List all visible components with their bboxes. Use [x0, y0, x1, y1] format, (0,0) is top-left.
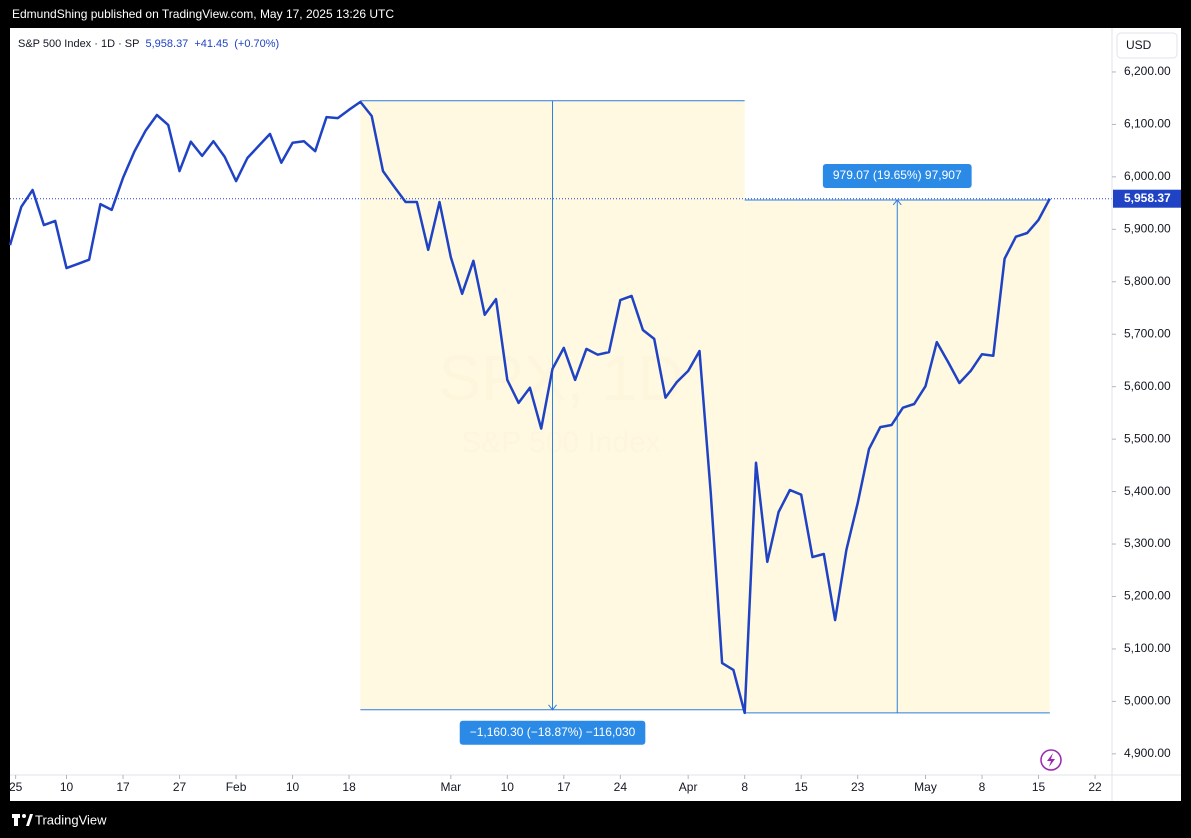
currency: USD: [1126, 38, 1152, 52]
y-tick-label: 5,900.00: [1124, 221, 1171, 235]
price-line: [8, 100, 1051, 715]
alert-icon[interactable]: [1040, 749, 1062, 771]
x-tick-label: Feb: [226, 780, 247, 794]
x-tick-label: 15: [1032, 780, 1046, 794]
legend-change-pct: (+0.70%): [234, 38, 279, 50]
y-tick-label: 5,200.00: [1124, 589, 1171, 603]
logo-part: [14, 814, 18, 826]
y-tick-label: 5,700.00: [1124, 326, 1171, 340]
x-tick-label: 10: [501, 780, 515, 794]
x-tick-label: 27: [173, 780, 187, 794]
measure-label: 979.07 (19.65%) 97,907: [833, 168, 962, 182]
measure-label-bg: [459, 720, 646, 745]
legend-change: +41.45: [194, 38, 228, 50]
x-tick-label: Apr: [679, 780, 698, 794]
measure-label-bg: [822, 163, 972, 188]
y-tick-label: 5,000.00: [1124, 694, 1171, 708]
x-tick-label: 18: [342, 780, 356, 794]
y-tick-label: 6,200.00: [1124, 64, 1171, 78]
x-tick-label: 25: [9, 780, 23, 794]
x-tick-label: 8: [741, 780, 748, 794]
y-tick-label: 5,300.00: [1124, 536, 1171, 550]
publish-header: EdmundShing published on TradingView.com…: [12, 7, 394, 21]
x-tick-label: 23: [851, 780, 865, 794]
x-tick-label: 10: [60, 780, 74, 794]
legend-symbol: S&P 500 Index · 1D · SP: [18, 38, 139, 50]
x-tick-label: 24: [614, 780, 628, 794]
y-tick-label: 5,800.00: [1124, 274, 1171, 288]
logo-part: [22, 814, 26, 818]
y-tick-label: 6,000.00: [1124, 169, 1171, 183]
y-tick-label: 5,500.00: [1124, 431, 1171, 445]
measure-arrowhead: [892, 199, 902, 206]
y-tick-label: 5,400.00: [1124, 484, 1171, 498]
measure-arrowhead: [548, 704, 557, 711]
footer-brand: TradingView: [35, 812, 107, 827]
last-price-tag: [1113, 189, 1181, 208]
x-tick-label: 17: [557, 780, 571, 794]
logo-part: [26, 814, 33, 826]
x-tick-label: May: [914, 780, 937, 794]
y-tick-label: 5,100.00: [1124, 641, 1171, 655]
y-tick-label: 5,600.00: [1124, 379, 1171, 393]
x-tick-label: 8: [979, 780, 986, 794]
currency-button[interactable]: [1116, 32, 1178, 59]
measure-label: −1,160.30 (−18.87%) −116,030: [470, 725, 636, 739]
x-tick-label: 10: [286, 780, 300, 794]
legend-price: 5,958.37: [145, 38, 188, 50]
y-tick-label: 4,900.00: [1124, 746, 1171, 760]
alert-bolt: [1047, 753, 1055, 767]
x-tick-label: 15: [794, 780, 808, 794]
x-tick-label: 17: [116, 780, 130, 794]
footer-logo: [12, 814, 33, 826]
plot-area: SPX, 1DS&P 500 Index−1,160.30 (−18.87%) …: [8, 100, 1112, 745]
x-tick-label: 22: [1088, 780, 1102, 794]
x-tick-label: Mar: [440, 780, 461, 794]
y-tick-label: 6,100.00: [1124, 117, 1171, 131]
last-price-label: 5,958.37: [1124, 191, 1171, 205]
